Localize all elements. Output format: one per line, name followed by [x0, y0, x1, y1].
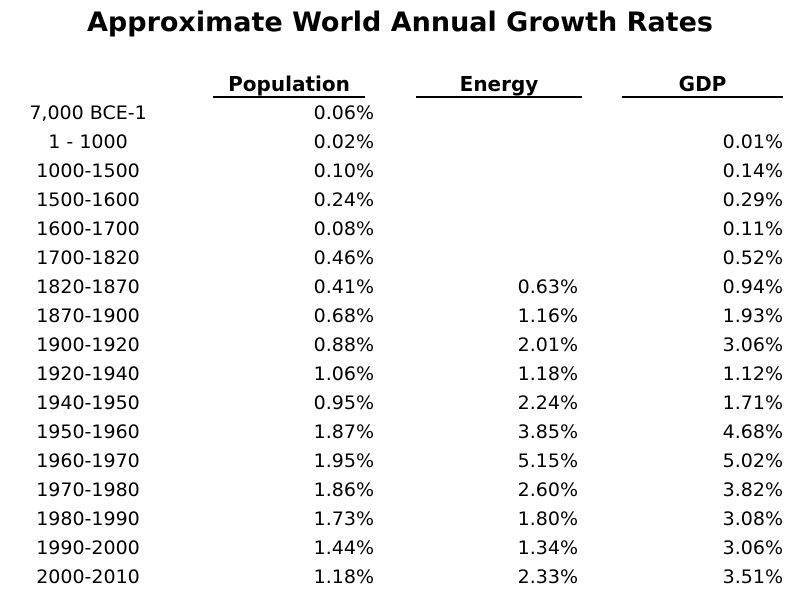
period-cell: 1990-2000 [36, 537, 140, 559]
population-cell: 1.18% [313, 566, 374, 588]
population-cell: 0.06% [313, 102, 374, 124]
gdp-cell: 0.14% [722, 160, 783, 182]
population-cell: 0.24% [313, 189, 374, 211]
energy-cell: 3.85% [517, 421, 578, 443]
gdp-cell: 0.11% [722, 218, 783, 240]
energy-cell: 1.80% [517, 508, 578, 530]
population-cell: 0.46% [313, 247, 374, 269]
gdp-cell: 0.29% [722, 189, 783, 211]
energy-cell: 2.24% [517, 392, 578, 414]
energy-cell [400, 186, 578, 215]
period-cell: 1870-1900 [36, 305, 140, 327]
gdp-cell: 3.06% [722, 537, 783, 559]
energy-cell: 1.34% [517, 537, 578, 559]
column-header-population: Population [213, 72, 365, 98]
period-cell: 1920-1940 [36, 363, 140, 385]
population-cell: 1.87% [313, 421, 374, 443]
table-row: 1820-1870 0.41% 0.63% 0.94% [0, 273, 800, 302]
gdp-cell: 4.68% [722, 421, 783, 443]
gdp-cell: 3.82% [722, 479, 783, 501]
gdp-cell: 1.93% [722, 305, 783, 327]
table-row: 1870-1900 0.68% 1.16% 1.93% [0, 302, 800, 331]
period-cell: 1700-1820 [36, 247, 140, 269]
population-cell: 1.95% [313, 450, 374, 472]
period-cell: 1000-1500 [36, 160, 140, 182]
period-cell: 1960-1970 [36, 450, 140, 472]
gdp-cell: 3.51% [722, 566, 783, 588]
energy-cell: 2.60% [517, 479, 578, 501]
energy-cell [400, 215, 578, 244]
population-cell: 0.08% [313, 218, 374, 240]
period-cell: 1950-1960 [36, 421, 140, 443]
period-cell: 7,000 BCE-1 [29, 102, 147, 124]
period-cell: 1500-1600 [36, 189, 140, 211]
column-header-energy: Energy [416, 72, 582, 98]
population-cell: 0.10% [313, 160, 374, 182]
table-row: 2000-2010 1.18% 2.33% 3.51% [0, 563, 800, 592]
table-row: 1000-1500 0.10% 0.14% [0, 157, 800, 186]
table-row: 7,000 BCE-1 0.06% [0, 99, 800, 128]
population-cell: 0.95% [313, 392, 374, 414]
table-row: 1700-1820 0.46% 0.52% [0, 244, 800, 273]
population-cell: 1.06% [313, 363, 374, 385]
period-cell: 1820-1870 [36, 276, 140, 298]
period-cell: 2000-2010 [36, 566, 140, 588]
period-cell: 1940-1950 [36, 392, 140, 414]
gdp-cell: 3.08% [722, 508, 783, 530]
gdp-cell: 0.52% [722, 247, 783, 269]
energy-cell: 2.01% [517, 334, 578, 356]
population-cell: 0.02% [313, 131, 374, 153]
table-row: 1920-1940 1.06% 1.18% 1.12% [0, 360, 800, 389]
population-cell: 0.41% [313, 276, 374, 298]
energy-cell [400, 244, 578, 273]
population-cell: 1.44% [313, 537, 374, 559]
period-cell: 1900-1920 [36, 334, 140, 356]
energy-cell: 1.18% [517, 363, 578, 385]
gdp-cell [600, 99, 783, 128]
energy-cell: 1.16% [517, 305, 578, 327]
energy-cell: 5.15% [517, 450, 578, 472]
table-row: 1970-1980 1.86% 2.60% 3.82% [0, 476, 800, 505]
period-cell: 1 - 1000 [48, 131, 128, 153]
table-row: 1980-1990 1.73% 1.80% 3.08% [0, 505, 800, 534]
period-cell: 1980-1990 [36, 508, 140, 530]
gdp-cell: 1.71% [722, 392, 783, 414]
page-title: Approximate World Annual Growth Rates [87, 7, 713, 38]
table-row: 1940-1950 0.95% 2.24% 1.71% [0, 389, 800, 418]
energy-cell [400, 128, 578, 157]
energy-cell: 2.33% [517, 566, 578, 588]
energy-cell [400, 157, 578, 186]
population-cell: 0.88% [313, 334, 374, 356]
energy-cell [400, 99, 578, 128]
gdp-cell: 3.06% [722, 334, 783, 356]
table-row: 1990-2000 1.44% 1.34% 3.06% [0, 534, 800, 563]
table-row: 1950-1960 1.87% 3.85% 4.68% [0, 418, 800, 447]
table-row: 1 - 1000 0.02% 0.01% [0, 128, 800, 157]
growth-rate-table: 7,000 BCE-1 0.06% 1 - 1000 0.02% 0.01% 1… [0, 99, 800, 592]
population-cell: 1.73% [313, 508, 374, 530]
gdp-cell: 0.01% [722, 131, 783, 153]
gdp-cell: 5.02% [722, 450, 783, 472]
energy-cell: 0.63% [517, 276, 578, 298]
table-row: 1500-1600 0.24% 0.29% [0, 186, 800, 215]
population-cell: 0.68% [313, 305, 374, 327]
table-row: 1900-1920 0.88% 2.01% 3.06% [0, 331, 800, 360]
gdp-cell: 0.94% [722, 276, 783, 298]
period-cell: 1600-1700 [36, 218, 140, 240]
table-row: 1960-1970 1.95% 5.15% 5.02% [0, 447, 800, 476]
population-cell: 1.86% [313, 479, 374, 501]
gdp-cell: 1.12% [722, 363, 783, 385]
period-cell: 1970-1980 [36, 479, 140, 501]
column-header-gdp: GDP [622, 72, 783, 98]
table-row: 1600-1700 0.08% 0.11% [0, 215, 800, 244]
